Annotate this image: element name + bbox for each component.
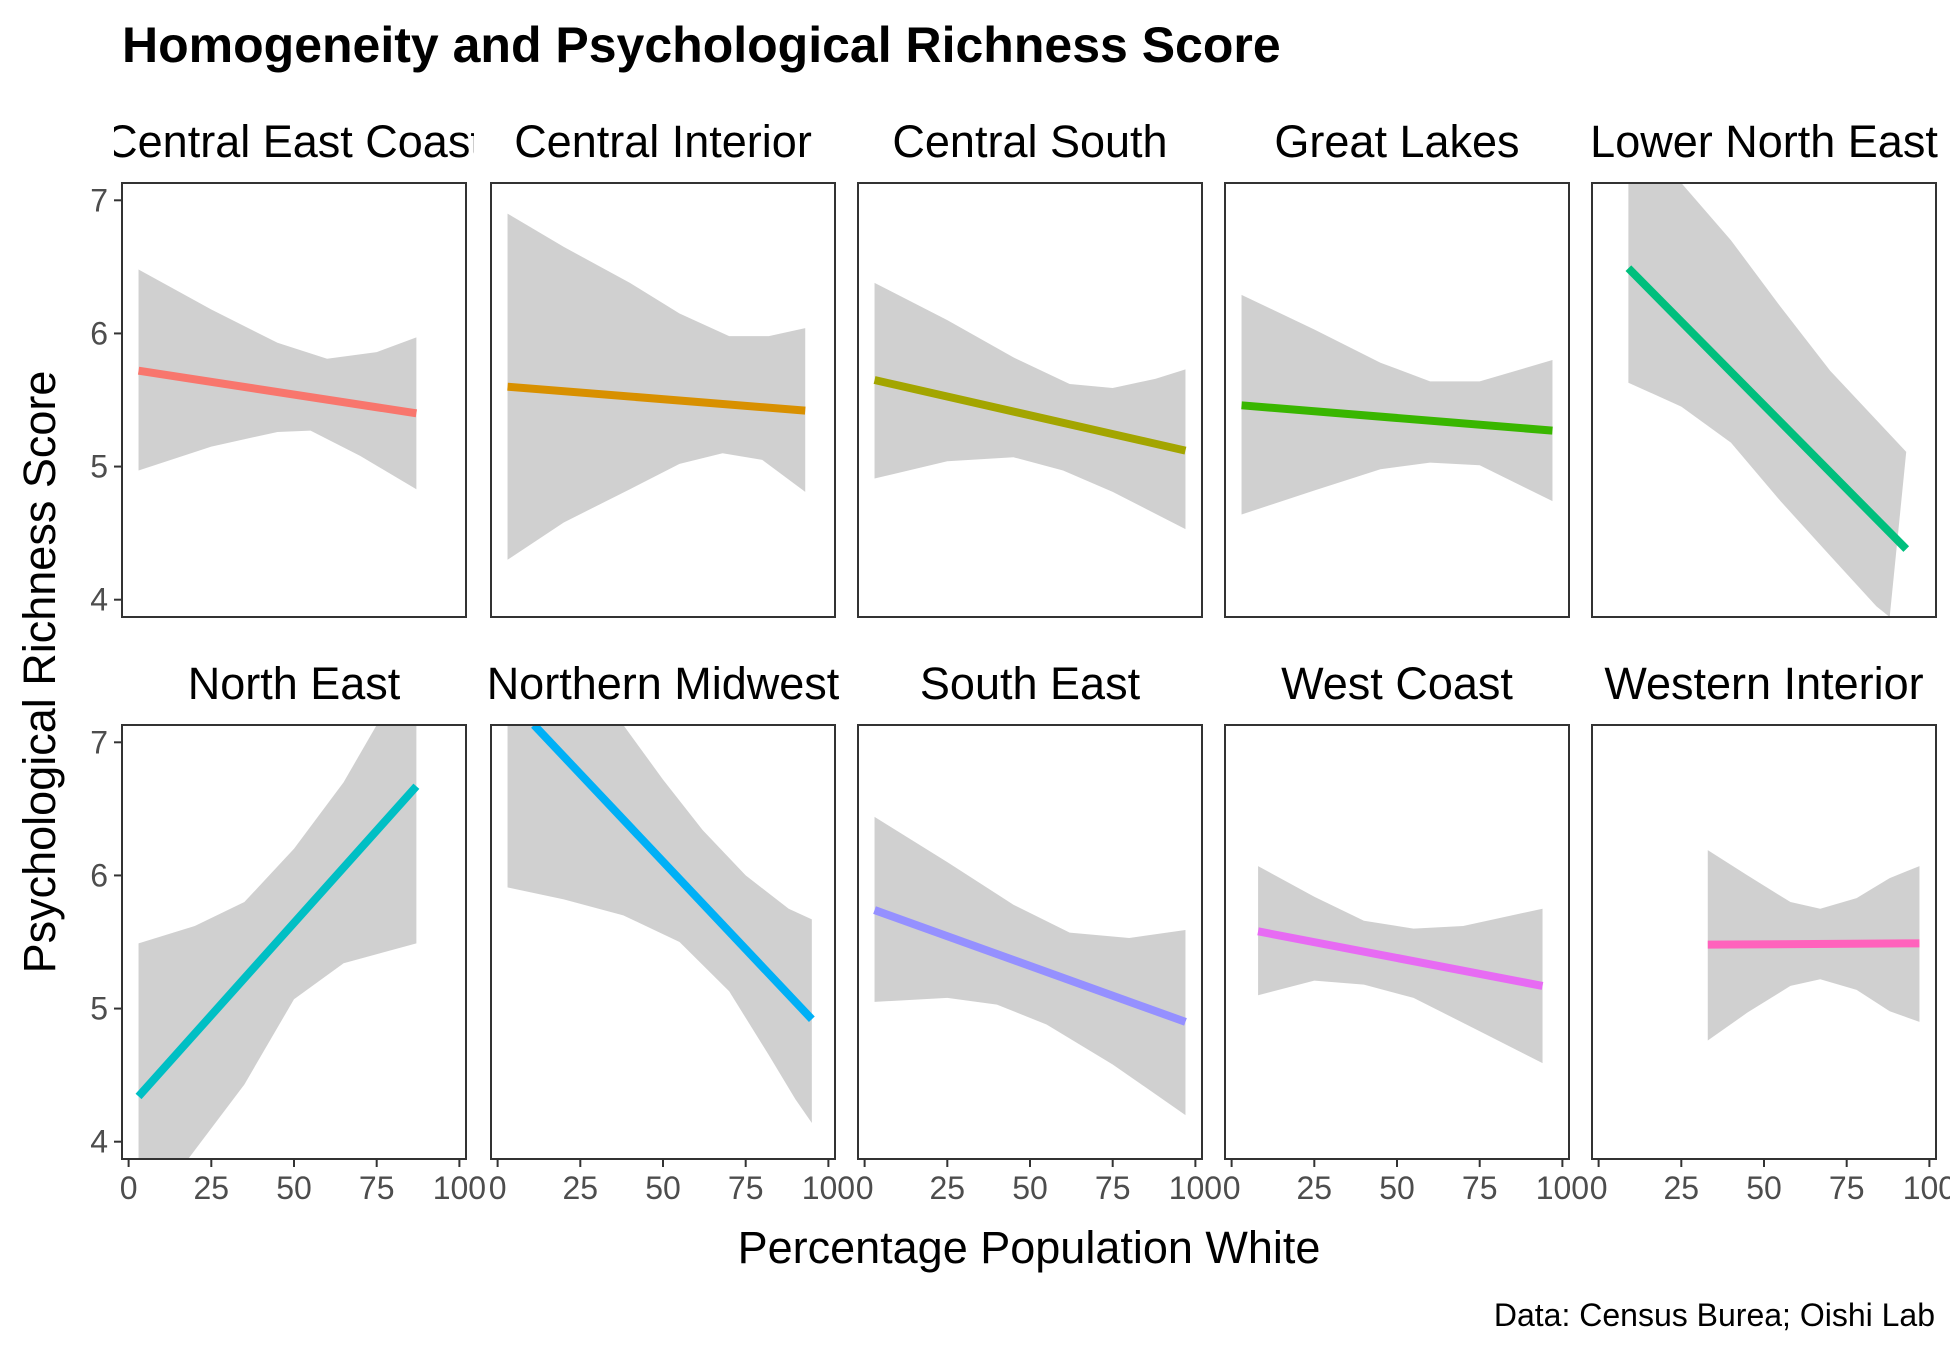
facet-panel: Lower North East — [1590, 116, 1938, 618]
facet-strip-label: Western Interior — [1604, 658, 1923, 709]
fit-line — [531, 725, 815, 1022]
confidence-band — [1241, 294, 1553, 515]
x-tick-label: 75 — [1462, 1170, 1498, 1206]
y-tick-label: 4 — [90, 582, 108, 618]
fit-line — [873, 906, 1187, 1026]
fit-line — [1625, 265, 1910, 552]
facet-strip-label: Central South — [892, 116, 1167, 167]
facet-strip-label: South East — [920, 658, 1141, 709]
x-tick-label: 75 — [1095, 1170, 1131, 1206]
y-tick-label: 6 — [90, 857, 108, 893]
confidence-band — [1628, 183, 1907, 617]
confidence-band — [1258, 866, 1543, 1064]
y-tick-label: 7 — [90, 724, 108, 760]
x-tick-label: 50 — [1379, 1170, 1415, 1206]
facet-panel: North East 4 5 6 7 0 25 50 75 100 — [90, 658, 486, 1206]
x-tick-label: 75 — [1829, 1170, 1865, 1206]
fit-line — [1257, 927, 1544, 990]
confidence-band — [507, 213, 806, 560]
fit-line — [1241, 401, 1553, 435]
x-tick-label: 25 — [194, 1170, 230, 1206]
facet-panel: Central East Coast 4 5 6 7 — [90, 116, 483, 618]
facet-strip-label: West Coast — [1281, 658, 1513, 709]
x-tick-label: 75 — [728, 1170, 764, 1206]
x-tick-label: 100 — [433, 1170, 486, 1206]
facet-panel: West Coast 0 25 50 75 100 — [1223, 658, 1589, 1206]
panel-border — [857, 182, 1203, 618]
fit-line — [135, 783, 420, 1100]
x-tick-label: 25 — [930, 1170, 966, 1206]
chart-caption: Data: Census Burea; Oishi Lab — [1494, 1297, 1935, 1333]
x-tick-label: 50 — [1012, 1170, 1048, 1206]
x-tick-label: 100 — [1903, 1170, 1950, 1206]
panel-border — [490, 182, 836, 618]
fit-line — [873, 376, 1187, 455]
facet-panel: Central South — [857, 116, 1203, 618]
fit-line — [507, 382, 806, 415]
y-tick-label: 4 — [90, 1124, 108, 1160]
facet-strip-label: North East — [188, 658, 401, 709]
facet-strip-label: Lower North East — [1590, 116, 1938, 167]
x-tick-label: 75 — [359, 1170, 395, 1206]
x-tick-label: 50 — [645, 1170, 681, 1206]
x-tick-label: 50 — [276, 1170, 312, 1206]
fit-line — [137, 366, 417, 418]
x-tick-label: 100 — [802, 1170, 855, 1206]
facet-strip-label: Northern Midwest — [487, 658, 840, 709]
confidence-band — [874, 282, 1186, 530]
x-tick-label: 0 — [1590, 1170, 1608, 1206]
confidence-band — [138, 269, 417, 490]
facet-strip-label: Great Lakes — [1274, 116, 1519, 167]
y-tick-label: 5 — [90, 449, 108, 485]
x-tick-label: 100 — [1536, 1170, 1589, 1206]
facet-strip-label: Central East Coast — [105, 116, 483, 167]
facet-panel: South East 0 25 50 75 100 — [856, 658, 1222, 1206]
y-tick-label: 7 — [90, 182, 108, 218]
chart-title: Homogeneity and Psychological Richness S… — [122, 17, 1281, 73]
facet-panel: Great Lakes — [1224, 116, 1570, 618]
x-tick-label: 0 — [1223, 1170, 1241, 1206]
x-tick-label: 25 — [1297, 1170, 1333, 1206]
facet-panel: Northern Midwest 0 25 50 75 100 — [487, 658, 855, 1206]
y-tick-label: 5 — [90, 991, 108, 1027]
x-tick-label: 0 — [120, 1170, 138, 1206]
x-tick-label: 50 — [1746, 1170, 1782, 1206]
x-tick-label: 25 — [1664, 1170, 1700, 1206]
panel-border — [1591, 182, 1937, 618]
confidence-band — [507, 725, 812, 1124]
facet-panel: Western Interior 0 25 50 75 100 — [1590, 658, 1950, 1206]
x-axis-title: Percentage Population White — [738, 1222, 1321, 1273]
x-tick-label: 0 — [856, 1170, 874, 1206]
x-tick-label: 0 — [489, 1170, 507, 1206]
facet-panels: Central East Coast 4 5 6 7 Central Interior Ce… — [90, 116, 1950, 1206]
y-axis-title: Psychological Richness Score — [14, 371, 65, 974]
y-tick-label: 6 — [90, 315, 108, 351]
x-tick-label: 100 — [1169, 1170, 1222, 1206]
x-tick-label: 25 — [563, 1170, 599, 1206]
facet-panel: Central Interior — [490, 116, 836, 618]
panel-border — [121, 182, 467, 618]
fit-line — [1707, 939, 1920, 949]
panel-border — [1224, 182, 1570, 618]
facet-strip-label: Central Interior — [514, 116, 812, 167]
